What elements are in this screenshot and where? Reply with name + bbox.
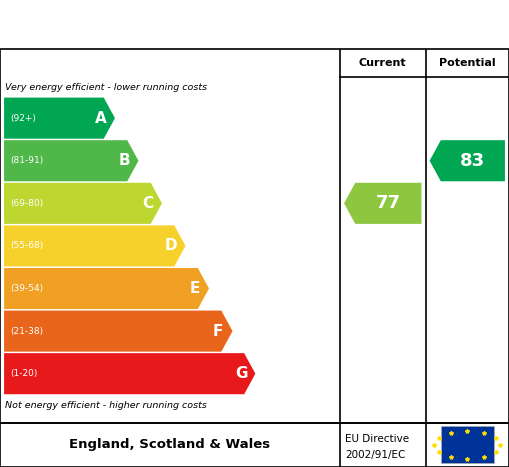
Polygon shape — [4, 311, 233, 352]
Polygon shape — [4, 226, 185, 267]
Text: England, Scotland & Wales: England, Scotland & Wales — [69, 439, 271, 451]
Text: EU Directive: EU Directive — [345, 434, 409, 445]
Text: 2002/91/EC: 2002/91/EC — [345, 450, 406, 460]
Polygon shape — [4, 353, 256, 394]
Text: D: D — [165, 239, 178, 254]
Text: (39-54): (39-54) — [10, 284, 43, 293]
Text: B: B — [119, 153, 130, 168]
Polygon shape — [4, 140, 138, 181]
Text: (1-20): (1-20) — [10, 369, 38, 378]
Polygon shape — [4, 183, 162, 224]
Text: (21-38): (21-38) — [10, 326, 43, 336]
Text: Not energy efficient - higher running costs: Not energy efficient - higher running co… — [5, 401, 207, 410]
Text: Potential: Potential — [439, 58, 496, 68]
Polygon shape — [430, 140, 505, 181]
Polygon shape — [4, 98, 115, 139]
Bar — [441, 426, 494, 463]
Text: Very energy efficient - lower running costs: Very energy efficient - lower running co… — [5, 83, 207, 92]
Text: E: E — [189, 281, 200, 296]
Text: 83: 83 — [460, 152, 485, 170]
Text: (81-91): (81-91) — [10, 156, 43, 165]
Text: (55-68): (55-68) — [10, 241, 43, 250]
Polygon shape — [4, 268, 209, 309]
Text: C: C — [142, 196, 153, 211]
Text: A: A — [95, 111, 106, 126]
Polygon shape — [344, 183, 421, 224]
Text: (92+): (92+) — [10, 113, 36, 123]
Text: F: F — [213, 324, 223, 339]
Text: G: G — [235, 366, 247, 381]
Text: 77: 77 — [375, 194, 401, 212]
Text: (69-80): (69-80) — [10, 199, 43, 208]
Text: Current: Current — [359, 58, 407, 68]
Text: Energy Efficiency Rating: Energy Efficiency Rating — [8, 14, 296, 35]
